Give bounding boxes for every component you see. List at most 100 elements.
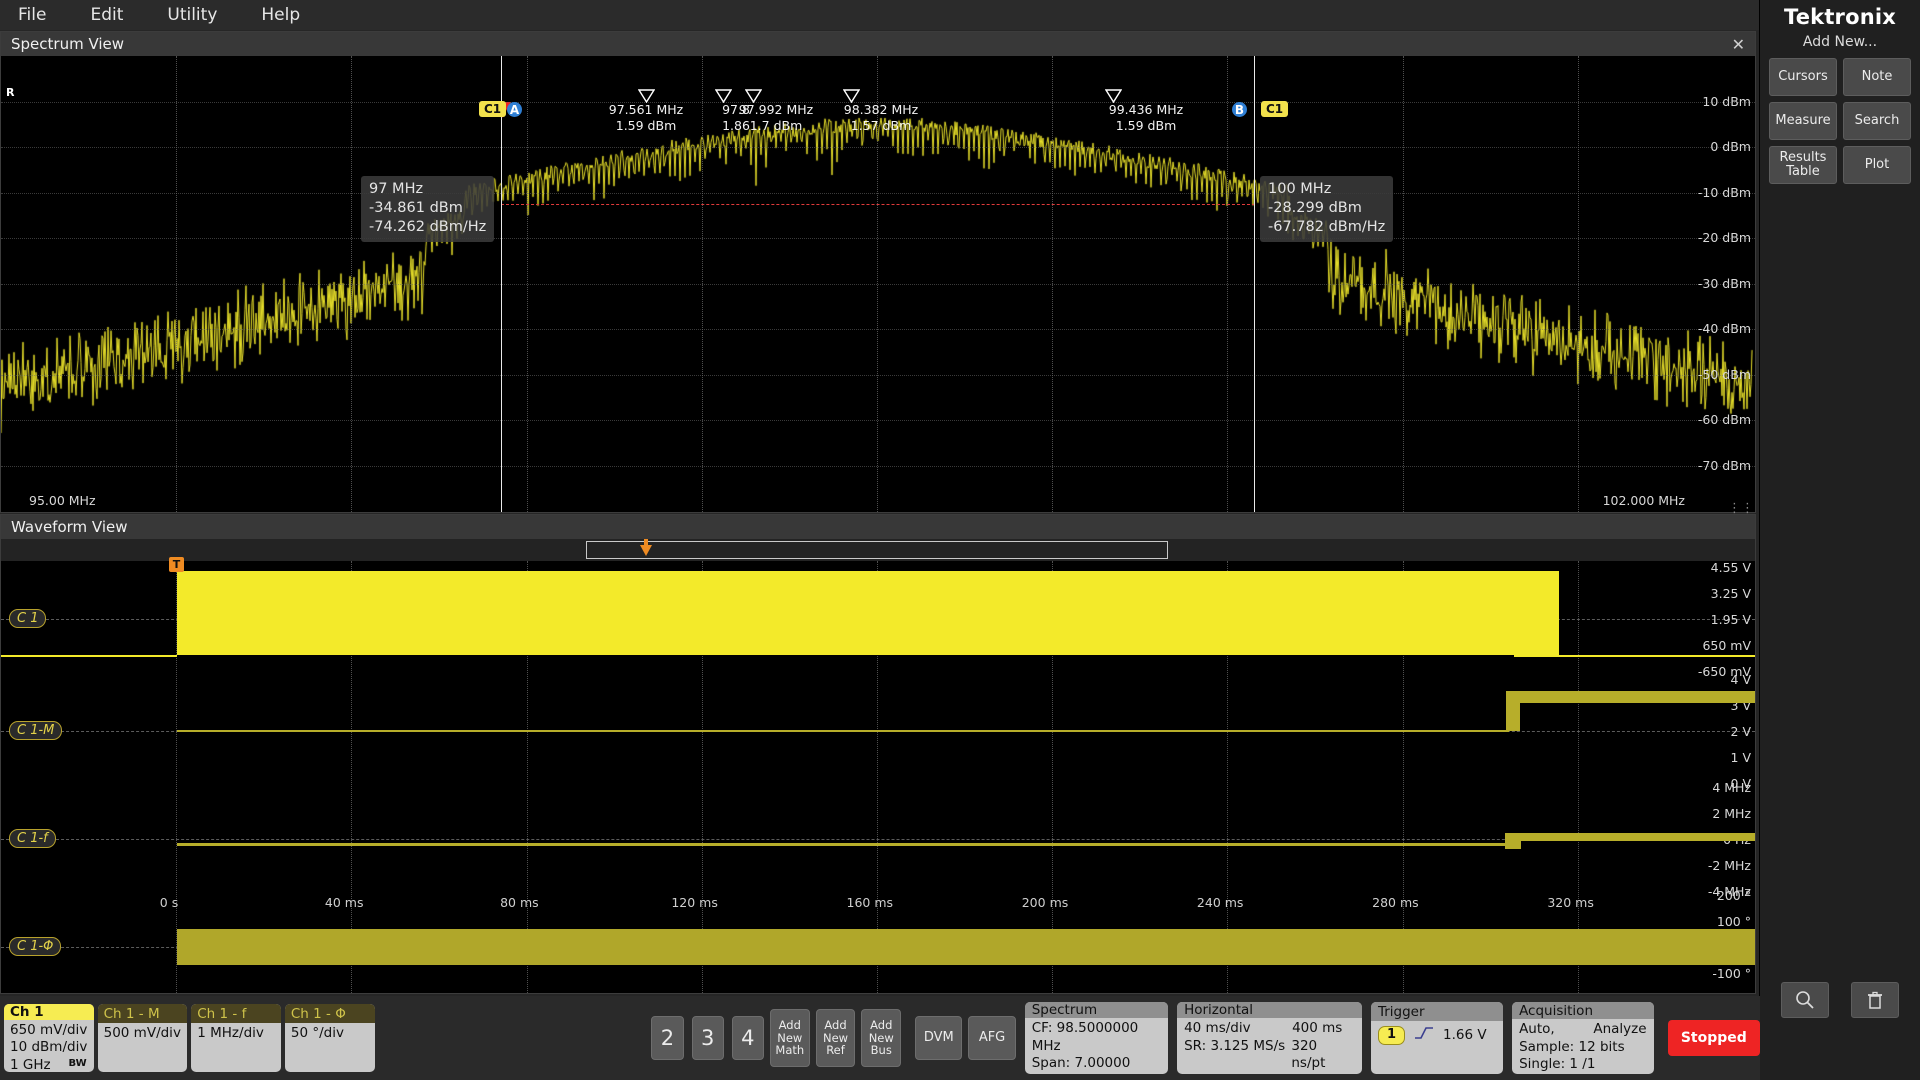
spectrum-plot-area[interactable]: R 10 dBm 0 dBm -10 dBm -20 dBm -30 dBm -40 dB… <box>1 56 1755 512</box>
zoom-icon[interactable] <box>1781 982 1829 1018</box>
panel-resize-handle[interactable]: ⋮⋮ <box>1728 501 1754 516</box>
channel-badge-ch1-m[interactable]: Ch 1 - M 500 mV/div <box>97 1004 188 1072</box>
waveform-y-tick: 1.95 V <box>1710 612 1751 627</box>
channel-badge-ch1-phase-header: Ch 1 - Φ <box>284 1004 375 1023</box>
cursor-b-badge[interactable]: B <box>1232 102 1247 117</box>
acquisition-settings-card[interactable]: Acquisition Auto, Analyze Sample: 12 bits… <box>1512 1002 1654 1074</box>
menu-item-edit[interactable]: Edit <box>90 5 124 25</box>
reference-level-line <box>501 204 1255 205</box>
measure-button[interactable]: Measure <box>1769 102 1837 140</box>
channel-badge-ch1-m-body: 500 mV/div <box>98 1023 188 1072</box>
spectrum-center-freq: CF: 98.5000000 MHz <box>1031 1020 1139 1054</box>
peak-marker-freq: 97.561 MHz <box>608 102 684 117</box>
trigger-source-badge[interactable]: 1 <box>1377 1026 1406 1046</box>
ch1m-vdiv: 500 mV/div <box>103 1025 181 1041</box>
cursor-a-line[interactable] <box>501 56 502 512</box>
waveform-channel-badge[interactable]: C 1-f <box>9 829 56 848</box>
spectrum-x-start-label: 95.00 MHz <box>29 493 96 508</box>
peak-marker-triangle[interactable] <box>842 88 861 107</box>
grid-line-horizontal <box>1 329 1755 330</box>
waveform-channel-badge[interactable]: C 1-Φ <box>9 937 62 956</box>
spectrum-y-tick: 0 dBm <box>1710 139 1751 155</box>
cursor-a-channel-badge[interactable]: C1 <box>479 101 507 117</box>
menu-item-help[interactable]: Help <box>261 5 301 25</box>
wf-grid-line-vertical <box>176 561 178 993</box>
ch1f-freqdiv: 1 MHz/div <box>197 1025 264 1041</box>
acq-single: Single: 1 /1 <box>1519 1056 1596 1073</box>
channel-badge-ch1[interactable]: Ch 1 650 mV/div 10 dBm/div 1 GHz BW <box>4 1004 94 1072</box>
menu-item-utility[interactable]: Utility <box>167 5 218 25</box>
horizontal-sample-rate: SR: 3.125 MS/s <box>1184 1037 1286 1054</box>
channel-badge-ch1-f-body: 1 MHz/div <box>191 1023 281 1072</box>
add-new-ref-button[interactable]: Add New Ref <box>815 1009 856 1067</box>
note-button[interactable]: Note <box>1843 58 1911 96</box>
cursor-b-readout: 100 MHz -28.299 dBm -67.782 dBm/Hz <box>1260 176 1394 243</box>
record-overview-bar[interactable] <box>1 539 1755 561</box>
waveform-y-tick: 2 V <box>1730 724 1751 739</box>
channel-badge-ch1-header: Ch 1 <box>4 1004 94 1020</box>
peak-marker-label: 97.992 MHz 1.7 dBm <box>739 102 813 133</box>
waveform-channel-badge[interactable]: C 1-M <box>9 721 63 740</box>
waveform-y-tick: 0 V <box>1730 776 1751 791</box>
trash-icon[interactable] <box>1851 982 1899 1018</box>
spectrum-card-header: Spectrum <box>1024 1002 1169 1018</box>
peak-marker-freq: 97.8 <box>722 102 750 117</box>
peak-marker-power: 1.7 dBm <box>749 117 803 133</box>
waveform-y-tick: -100 ° <box>1712 966 1751 981</box>
horizontal-settings-card[interactable]: Horizontal 40 ms/div 400 ms SR: 3.125 MS/… <box>1177 1002 1362 1074</box>
waveform-trace-ch1-m <box>177 730 1509 732</box>
spectrum-view-panel: Spectrum View ✕ R 10 dBm 0 dBm -10 dBm -20 … <box>0 31 1756 513</box>
menu-item-file[interactable]: File <box>18 5 47 25</box>
waveform-plot-area[interactable]: C 1 4.55 V 3.25 V 1.95 V 650 mV -650 mV T C 1-M… <box>1 539 1755 993</box>
waveform-y-tick: 4.55 V <box>1710 560 1751 575</box>
dvm-button[interactable]: DVM <box>915 1016 963 1060</box>
ch1-bandwidth: 1 GHz <box>10 1056 51 1072</box>
wf-grid-line-vertical <box>351 561 353 993</box>
peak-marker-label: 97.8 1.86 <box>722 102 750 133</box>
spectrum-y-tick: -20 dBm <box>1697 230 1751 246</box>
results-table-button[interactable]: Results Table <box>1769 146 1837 184</box>
channel-button-3[interactable]: 3 <box>691 1016 724 1060</box>
channel-badge-ch1-m-header: Ch 1 - M <box>97 1004 188 1023</box>
waveform-channel-badge[interactable]: C 1 <box>9 609 47 628</box>
record-view-window[interactable] <box>586 541 1168 559</box>
add-new-bus-button[interactable]: Add New Bus <box>861 1009 902 1067</box>
close-icon[interactable]: ✕ <box>1731 34 1745 54</box>
channel-badge-ch1-phase[interactable]: Ch 1 - Φ 50 °/div <box>284 1004 375 1072</box>
waveform-y-tick: -2 MHz <box>1707 858 1751 873</box>
channel-button-4[interactable]: 4 <box>731 1016 764 1060</box>
plot-button[interactable]: Plot <box>1843 146 1911 184</box>
waveform-y-tick: 3.25 V <box>1710 586 1751 601</box>
waveform-y-tick: -200 ° <box>1712 992 1751 993</box>
spectrum-settings-card[interactable]: Spectrum CF: 98.5000000 MHz Span: 7.0000… <box>1024 1002 1169 1074</box>
spectrum-y-tick: -50 dBm <box>1697 366 1751 382</box>
peak-marker-triangle[interactable] <box>714 88 733 107</box>
cursor-b-channel-badge[interactable]: C1 <box>1261 101 1289 117</box>
trigger-position-handle[interactable] <box>639 539 652 557</box>
grid-line-horizontal <box>1 238 1755 239</box>
cursor-b-line[interactable] <box>1254 56 1255 512</box>
trigger-marker[interactable]: T <box>169 557 184 572</box>
waveform-y-tick: 200 ° <box>1716 888 1751 903</box>
waveform-trace-ch1-f-edge <box>1505 833 1521 849</box>
afg-button[interactable]: AFG <box>968 1016 1016 1060</box>
horizontal-resolution: 320 ns/pt <box>1291 1037 1326 1072</box>
add-new-math-button[interactable]: Add New Math <box>769 1009 810 1067</box>
cursors-button[interactable]: Cursors <box>1769 58 1837 96</box>
spectrum-view-title: Spectrum View <box>11 35 125 53</box>
waveform-view-title: Waveform View <box>11 518 128 536</box>
peak-marker-triangle[interactable] <box>1104 88 1123 107</box>
waveform-y-tick: 4 V <box>1730 672 1751 687</box>
acquisition-card-body: Auto, Analyze Sample: 12 bits Single: 1 /… <box>1512 1019 1654 1074</box>
channel-badge-ch1-f[interactable]: Ch 1 - f 1 MHz/div <box>191 1004 281 1072</box>
peak-marker-triangle[interactable] <box>637 88 656 107</box>
grid-line-horizontal <box>1 420 1755 421</box>
run-stop-button[interactable]: Stopped <box>1667 1020 1761 1056</box>
grid-line-horizontal <box>1 192 1755 194</box>
cursor-a-badge[interactable]: A <box>507 102 522 117</box>
channel-button-2[interactable]: 2 <box>651 1016 684 1060</box>
peak-marker-triangle[interactable] <box>744 88 763 107</box>
search-button[interactable]: Search <box>1843 102 1911 140</box>
trigger-settings-card[interactable]: Trigger 1 1.66 V <box>1370 1002 1504 1074</box>
spectrum-x-end-label: 102.000 MHz <box>1602 493 1685 508</box>
